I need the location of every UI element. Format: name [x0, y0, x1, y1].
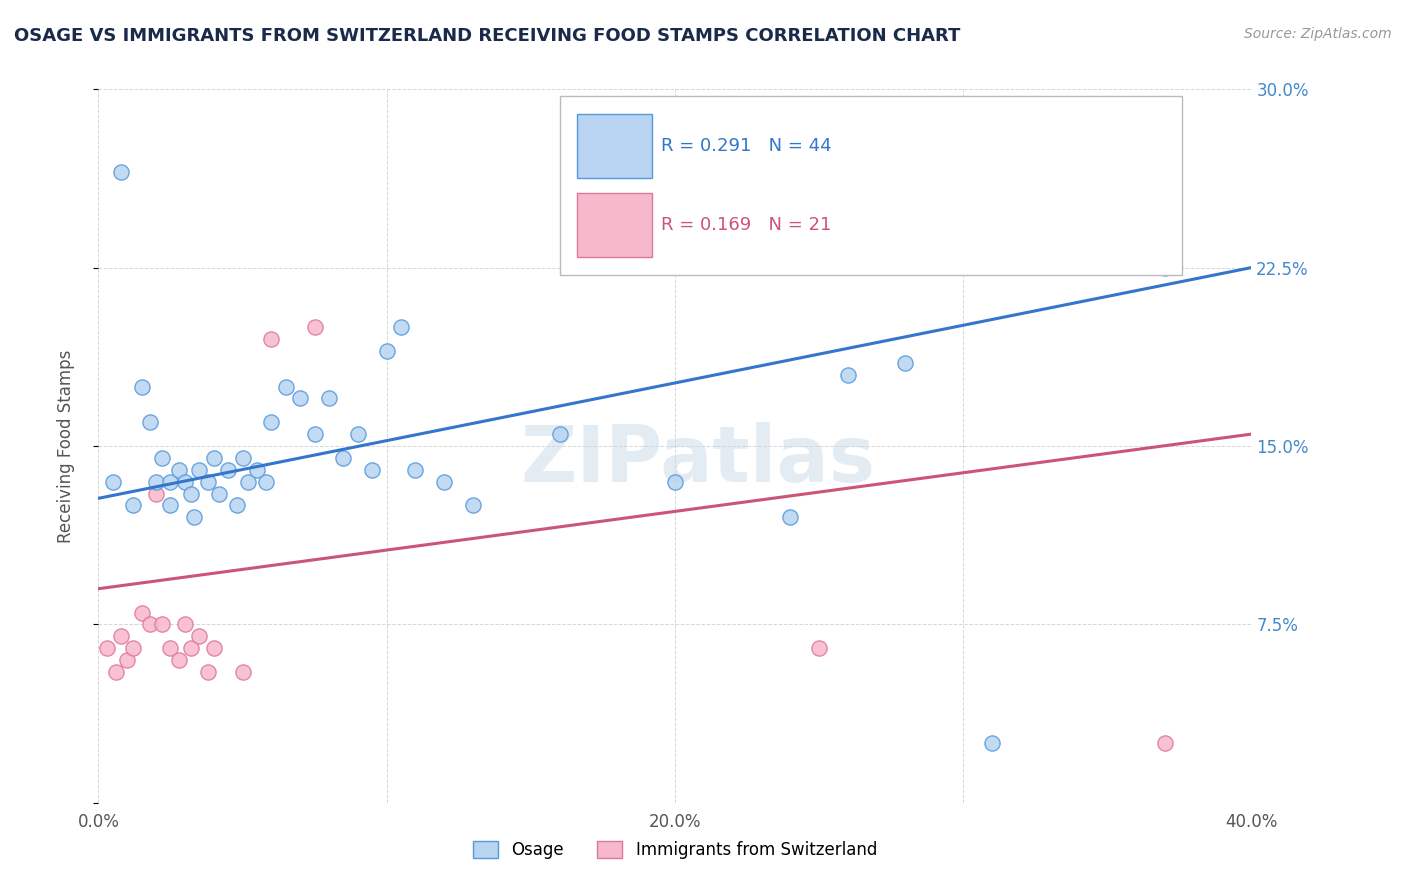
- Point: [180, 486, 202, 500]
- Point: [246, 463, 269, 477]
- Point: [174, 475, 197, 489]
- Point: [837, 368, 859, 382]
- Point: [145, 486, 167, 500]
- Point: [197, 475, 219, 489]
- Point: [254, 475, 277, 489]
- Point: [260, 332, 283, 346]
- Point: [150, 617, 173, 632]
- Point: [274, 379, 297, 393]
- Point: [202, 641, 225, 656]
- Point: [375, 343, 398, 358]
- Point: [122, 499, 145, 513]
- Point: [238, 475, 260, 489]
- Point: [318, 392, 340, 406]
- Y-axis label: Receiving Food Stamps: Receiving Food Stamps: [56, 350, 75, 542]
- Point: [894, 356, 917, 370]
- Point: [304, 320, 326, 334]
- Point: [779, 510, 801, 524]
- Point: [188, 629, 211, 643]
- Point: [304, 427, 326, 442]
- Point: [1153, 260, 1175, 275]
- Point: [405, 463, 427, 477]
- Point: [548, 427, 571, 442]
- Point: [389, 320, 412, 334]
- Point: [96, 641, 118, 656]
- Point: [1067, 225, 1090, 239]
- Text: Source: ZipAtlas.com: Source: ZipAtlas.com: [1244, 27, 1392, 41]
- Point: [174, 617, 197, 632]
- Text: ZIPatlas: ZIPatlas: [520, 422, 876, 499]
- Point: [217, 463, 239, 477]
- Point: [159, 475, 181, 489]
- Point: [117, 653, 139, 667]
- Point: [981, 736, 1004, 750]
- Point: [225, 499, 247, 513]
- Point: [332, 450, 354, 465]
- Point: [131, 379, 153, 393]
- Text: R = 0.169   N = 21: R = 0.169 N = 21: [661, 216, 831, 234]
- Point: [208, 486, 231, 500]
- Point: [101, 475, 124, 489]
- Point: [231, 665, 254, 679]
- Text: R = 0.291   N = 44: R = 0.291 N = 44: [661, 137, 832, 155]
- Point: [433, 475, 456, 489]
- Point: [110, 629, 132, 643]
- Point: [139, 617, 162, 632]
- Point: [110, 165, 132, 179]
- Point: [139, 415, 162, 429]
- Point: [260, 415, 283, 429]
- Point: [131, 606, 153, 620]
- Point: [159, 641, 181, 656]
- Point: [290, 392, 312, 406]
- FancyBboxPatch shape: [576, 193, 652, 257]
- Point: [180, 641, 202, 656]
- Point: [145, 475, 167, 489]
- Point: [346, 427, 368, 442]
- Point: [159, 499, 181, 513]
- Point: [461, 499, 484, 513]
- Point: [197, 665, 219, 679]
- Point: [664, 475, 686, 489]
- Point: [183, 510, 205, 524]
- Point: [202, 450, 225, 465]
- Point: [122, 641, 145, 656]
- Point: [167, 463, 190, 477]
- FancyBboxPatch shape: [576, 114, 652, 178]
- Point: [167, 653, 190, 667]
- Point: [150, 450, 173, 465]
- Legend: Osage, Immigrants from Switzerland: Osage, Immigrants from Switzerland: [467, 834, 883, 866]
- Text: OSAGE VS IMMIGRANTS FROM SWITZERLAND RECEIVING FOOD STAMPS CORRELATION CHART: OSAGE VS IMMIGRANTS FROM SWITZERLAND REC…: [14, 27, 960, 45]
- Point: [1153, 736, 1175, 750]
- Point: [188, 463, 211, 477]
- Point: [104, 665, 127, 679]
- Point: [807, 641, 830, 656]
- FancyBboxPatch shape: [560, 96, 1182, 275]
- Point: [361, 463, 384, 477]
- Point: [231, 450, 254, 465]
